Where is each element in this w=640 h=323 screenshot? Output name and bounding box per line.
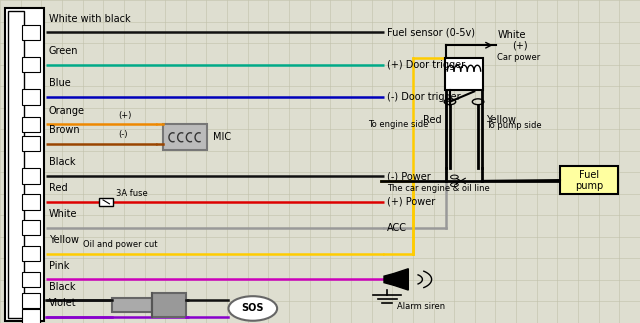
Bar (8, 11, 24, 318)
Polygon shape (394, 269, 408, 290)
Bar (22, 57, 40, 72)
Bar (22, 220, 40, 235)
Text: pump: pump (575, 181, 603, 191)
Bar (22, 194, 40, 210)
Bar (22, 168, 40, 184)
Text: (+) Power: (+) Power (387, 197, 435, 207)
Text: To pump side: To pump side (486, 121, 542, 130)
Bar (22, 293, 40, 308)
Text: Yellow: Yellow (486, 115, 516, 125)
Bar (560, 166, 618, 194)
Text: Oil and power cut: Oil and power cut (83, 240, 157, 249)
Text: 3A fuse: 3A fuse (116, 189, 148, 198)
Text: Fuel: Fuel (579, 170, 599, 180)
Bar (22, 117, 40, 132)
Text: Alarm siren: Alarm siren (397, 302, 445, 311)
Text: (+) Door trigger: (+) Door trigger (387, 60, 465, 69)
Bar (5, 8, 44, 321)
Text: White: White (497, 30, 526, 40)
Bar (163, 124, 207, 150)
Text: SOS: SOS (241, 304, 264, 313)
Text: (+): (+) (118, 110, 132, 120)
Text: (+): (+) (387, 275, 403, 284)
Polygon shape (384, 274, 394, 285)
Bar (22, 272, 40, 287)
Text: Pink: Pink (49, 261, 69, 271)
Bar (99, 198, 113, 206)
Bar (22, 89, 40, 105)
Text: (-): (-) (118, 130, 128, 139)
Text: Black: Black (49, 157, 75, 167)
Text: Blue: Blue (49, 78, 70, 88)
Text: Violet: Violet (49, 298, 76, 308)
Text: The car engine & oil line: The car engine & oil line (387, 184, 490, 193)
Text: Black: Black (49, 282, 75, 292)
Text: Fuel sensor (0-5v): Fuel sensor (0-5v) (387, 27, 475, 37)
Bar (445, 58, 483, 90)
Bar (22, 246, 40, 261)
Text: Yellow: Yellow (49, 235, 79, 245)
Text: Brown: Brown (49, 125, 79, 135)
Text: (-) Door trigger: (-) Door trigger (387, 92, 461, 102)
Text: (+): (+) (512, 41, 527, 51)
Text: Red: Red (49, 183, 67, 193)
Bar (22, 136, 40, 151)
Text: MIC: MIC (213, 132, 231, 142)
Bar (22, 309, 40, 323)
Text: (-) Power: (-) Power (387, 171, 431, 181)
Text: To engine side: To engine side (368, 120, 428, 129)
Circle shape (228, 296, 277, 321)
Text: Car power: Car power (497, 53, 541, 62)
Bar (22, 25, 40, 40)
Text: Green: Green (49, 46, 78, 56)
Text: White with black: White with black (49, 14, 131, 24)
Text: White: White (49, 209, 77, 219)
Text: Orange: Orange (49, 106, 84, 116)
Text: Red: Red (423, 115, 442, 125)
Bar (152, 293, 186, 317)
Bar (112, 298, 152, 312)
Text: ACC: ACC (387, 223, 407, 233)
